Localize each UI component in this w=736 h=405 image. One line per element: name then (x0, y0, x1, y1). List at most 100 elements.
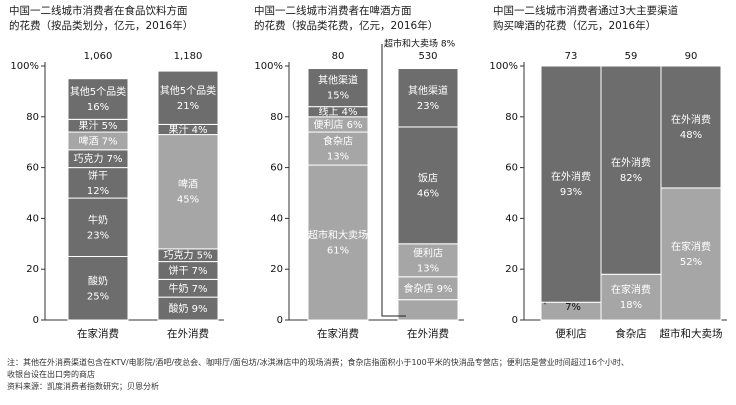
chart3-total-label: 90 (685, 51, 698, 62)
chart3-y-tick-label: 80 (505, 112, 518, 123)
chart3-category-label: 超市和大卖场 (660, 327, 723, 340)
chart1-segment-label: 其他5个品类 (70, 85, 126, 98)
chart1-y-tick-label: 60 (26, 163, 39, 174)
chart2-bar-segment (307, 164, 369, 321)
source-note: 资料来源：凯度消费者指数研究；贝恩分析 (7, 382, 159, 391)
chart3-total-label: 59 (625, 51, 638, 62)
chart2-segment-label: 线上 4% (318, 105, 357, 118)
chart1-segment-label: 牛奶 (88, 213, 108, 226)
chart3-segment-value: 52% (680, 257, 702, 268)
chart2-title-line2: 的花费（按品类花费，亿元，2016年） (254, 20, 439, 32)
chart1-segment-value: 45% (177, 195, 199, 206)
chart3-category-label: 食杂店 (615, 327, 647, 340)
chart2-segment-label: 食杂店 (323, 135, 353, 148)
chart1-y-tick-label: 20 (26, 264, 39, 275)
chart2-category-label: 在家消费 (317, 327, 359, 340)
chart1-y-tick-label: 0 (33, 315, 39, 326)
chart2-segment-value: 13% (327, 152, 349, 163)
chart1-bar-segment (67, 256, 129, 321)
chart2-y-tick-label: 0 (277, 315, 283, 326)
chart2-segment-label: 其他渠道 (318, 74, 358, 87)
chart1-total-label: 1,060 (84, 51, 113, 62)
chart2-bar-segment (307, 68, 369, 108)
chart1-y-tick-label: 80 (26, 112, 39, 123)
chart2-total-label: 80 (332, 51, 345, 62)
chart1-category-label: 在家消费 (77, 327, 119, 340)
chart3-segment-value: 93% (560, 187, 582, 198)
chart3-category-label: 便利店 (555, 327, 587, 340)
chart3-title-line1: 中国一二线城市消费者通过3大主要渠道 (493, 5, 679, 17)
chart1-title-line2: 的花费（按品类划分，亿元，2016年） (9, 20, 194, 32)
chart1-segment-label: 巧克力 5% (163, 249, 212, 262)
chart1-y-tick-label: 40 (26, 213, 39, 224)
chart1-bar-segment (157, 70, 219, 125)
chart3-segment-value: 48% (680, 130, 702, 141)
chart1-segment-label: 果汁 4% (168, 123, 207, 136)
chart3-segment-value: 82% (620, 173, 642, 184)
chart3-total-label: 73 (565, 51, 578, 62)
chart1-segment-label: 酸奶 9% (168, 302, 207, 315)
footnote-continued: 收银台设在出口旁的商店 (7, 370, 95, 379)
chart2-segment-value: 23% (417, 101, 439, 112)
chart3-bar-segment (540, 65, 602, 303)
chart2-title-line1: 中国一二线城市消费者在啤酒方面 (254, 5, 412, 17)
chart3-title-line2: 购买啤酒的花费（亿元，2016年） (493, 20, 657, 32)
chart2-y-tick-label: 40 (270, 213, 283, 224)
chart1-category-label: 在外消费 (167, 327, 209, 340)
chart1-title-line1: 中国一二线城市消费者在食品饮料方面 (9, 5, 188, 17)
chart2-bar-segment (397, 126, 459, 245)
chart2-segment-value: 61% (327, 246, 349, 257)
chart2-segment-label: 便利店 6% (313, 118, 362, 131)
chart1-segment-label: 牛奶 7% (168, 282, 207, 295)
chart3-y-tick-label: 100% (489, 61, 518, 72)
chart3-bar-segment (660, 187, 722, 321)
chart2-segment-value: 13% (417, 263, 439, 274)
chart3-segment-label: 在外消费 (551, 170, 591, 183)
chart1-segment-label: 啤酒 7% (78, 135, 117, 147)
chart3-y-tick-label: 20 (505, 264, 518, 275)
chart2-bar-segment (397, 299, 459, 321)
chart1-segment-value: 25% (87, 291, 109, 302)
chart2-total-label: 530 (418, 51, 437, 62)
chart2-bar-segment (397, 243, 459, 278)
chart3-bar-segment (600, 273, 662, 321)
chart3-title: 中国一二线城市消费者通过3大主要渠道 购买啤酒的花费（亿元，2016年） (493, 4, 678, 34)
chart2-segment-value: 46% (417, 188, 439, 199)
chart2-leader-line (381, 44, 406, 317)
chart2-bar-segment (307, 131, 369, 166)
chart2-segment-label: 超市和大卖场 (308, 229, 368, 242)
chart3-segment-value: 7% (565, 302, 581, 313)
chart2-segment-label: 便利店 (413, 246, 443, 259)
chart1-segment-label: 啤酒 (178, 179, 198, 191)
chart2-y-tick-label: 60 (270, 163, 283, 174)
chart3-segment-label: 在家消费 (671, 240, 711, 253)
chart2-y-tick-label: 20 (270, 264, 283, 275)
chart3-segment-label: 在外消费 (611, 156, 651, 169)
chart3-segment-value: 18% (620, 300, 642, 311)
chart2-segment-label: 其他渠道 (408, 84, 448, 97)
chart2-segment-value: 15% (327, 91, 349, 102)
chart2-segment-label: 食杂店 9% (403, 282, 452, 295)
chart2-title: 中国一二线城市消费者在啤酒方面 的花费（按品类花费，亿元，2016年） (254, 4, 438, 34)
chart3-bar-segment (660, 65, 722, 189)
chart1-segment-label: 酸奶 (88, 274, 108, 287)
chart1-segment-label: 饼干 7% (168, 264, 207, 277)
chart2-y-tick-label: 100% (254, 61, 283, 72)
chart1-segment-value: 12% (87, 186, 109, 197)
chart1-segment-value: 23% (87, 230, 109, 241)
chart1-segment-value: 16% (87, 102, 109, 113)
chart3-y-tick-label: 0 (512, 315, 518, 326)
chart2-segment-label: 饭店 (418, 171, 438, 184)
chart2-category-label: 在外消费 (407, 327, 449, 340)
footnote: 注：其他在外消费渠道包含在KTV/电影院/酒吧/夜总会、咖啡厅/面包坊/冰淇淋店… (7, 358, 629, 367)
chart1-segment-label: 其他5个品类 (160, 84, 216, 97)
chart1-total-label: 1,180 (174, 51, 203, 62)
chart2-bar-segment (397, 68, 459, 128)
chart1-segment-label: 饼干 (88, 169, 108, 182)
chart3-bar-segment (600, 65, 662, 275)
chart3-segment-label: 在外消费 (671, 113, 711, 126)
chart1-y-tick-label: 100% (10, 61, 39, 72)
chart3-segment-label: 在家消费 (611, 283, 651, 296)
chart3-y-tick-label: 60 (505, 163, 518, 174)
chart2-y-tick-label: 80 (270, 112, 283, 123)
